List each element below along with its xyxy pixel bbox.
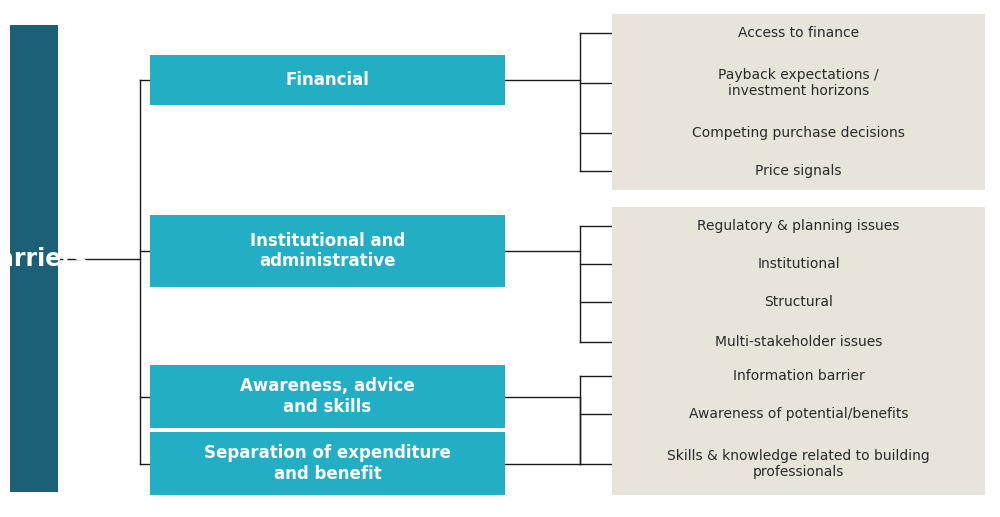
Text: Separation of expenditure
and benefit: Separation of expenditure and benefit [204, 444, 451, 483]
Text: Access to finance: Access to finance [738, 26, 859, 40]
FancyBboxPatch shape [612, 321, 985, 363]
FancyBboxPatch shape [150, 55, 505, 105]
Text: Barriers: Barriers [0, 247, 88, 270]
FancyBboxPatch shape [150, 215, 505, 287]
Text: Institutional and
administrative: Institutional and administrative [250, 232, 405, 270]
FancyBboxPatch shape [150, 365, 505, 428]
FancyBboxPatch shape [612, 433, 985, 495]
Text: Regulatory & planning issues: Regulatory & planning issues [697, 219, 900, 233]
FancyBboxPatch shape [612, 357, 985, 395]
Text: Information barrier: Information barrier [733, 369, 864, 383]
FancyBboxPatch shape [150, 432, 505, 495]
Text: Institutional: Institutional [757, 257, 840, 271]
FancyBboxPatch shape [612, 395, 985, 433]
Text: Structural: Structural [764, 295, 833, 309]
Text: Multi-stakeholder issues: Multi-stakeholder issues [715, 335, 882, 349]
Text: Awareness of potential/benefits: Awareness of potential/benefits [689, 407, 908, 421]
Text: Competing purchase decisions: Competing purchase decisions [692, 126, 905, 140]
Text: Price signals: Price signals [755, 164, 842, 178]
FancyBboxPatch shape [612, 207, 985, 245]
FancyBboxPatch shape [612, 152, 985, 190]
FancyBboxPatch shape [612, 14, 985, 52]
FancyBboxPatch shape [612, 114, 985, 152]
Text: Skills & knowledge related to building
professionals: Skills & knowledge related to building p… [667, 449, 930, 479]
FancyBboxPatch shape [612, 52, 985, 114]
Text: Financial: Financial [286, 71, 369, 89]
FancyBboxPatch shape [612, 245, 985, 283]
Text: Awareness, advice
and skills: Awareness, advice and skills [240, 377, 415, 416]
Text: Payback expectations /
investment horizons: Payback expectations / investment horizo… [718, 68, 879, 98]
FancyBboxPatch shape [612, 283, 985, 321]
FancyBboxPatch shape [10, 25, 58, 492]
